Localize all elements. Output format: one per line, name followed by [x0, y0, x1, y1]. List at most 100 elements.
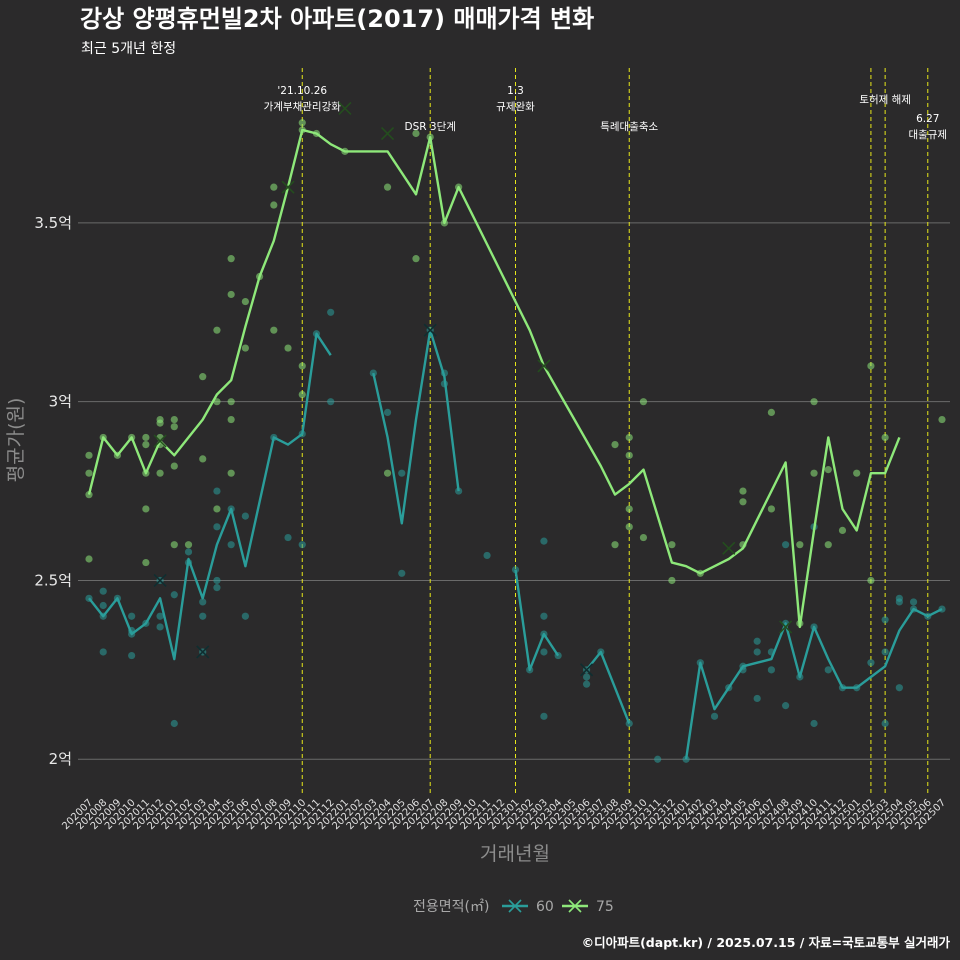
transaction-point: [199, 455, 207, 463]
cross-marker: [380, 126, 395, 141]
cross-marker: [153, 573, 167, 588]
average-lines: [88, 130, 943, 760]
cross-marker: [580, 663, 594, 677]
transaction-point: [611, 541, 619, 549]
transaction-point: [199, 373, 207, 381]
grid-lines: [78, 222, 950, 760]
transaction-point: [213, 584, 221, 592]
transaction-point: [810, 469, 818, 477]
cross-marker: [153, 434, 167, 448]
legend-title: 전용면적(㎡): [413, 899, 489, 915]
transaction-point: [753, 637, 761, 645]
series-line-60: [88, 329, 943, 760]
transaction-point: [128, 651, 136, 660]
transaction-point: [412, 129, 420, 138]
cross-markers: [153, 101, 793, 677]
transaction-point: [753, 694, 761, 703]
transaction-point: [156, 419, 164, 427]
x-axis-ticks: 2020072020082020092020102020112020122021…: [60, 797, 948, 832]
transaction-point: [298, 119, 306, 127]
transaction-point: [298, 390, 306, 399]
transaction-point: [170, 719, 178, 728]
transaction-point: [867, 576, 875, 585]
transaction-point: [85, 451, 93, 459]
transaction-point: [625, 451, 633, 459]
y-tick-label: 3억: [49, 393, 72, 411]
transaction-point: [227, 290, 235, 299]
transaction-point: [824, 666, 832, 674]
event-label: 1.3: [507, 85, 524, 97]
transaction-point: [142, 433, 150, 442]
transaction-point: [298, 541, 306, 549]
legend-label: 75: [596, 899, 614, 915]
transaction-point: [298, 126, 306, 134]
cross-marker: [338, 101, 352, 116]
cross-marker: [779, 620, 793, 634]
transaction-point: [881, 616, 889, 624]
transaction-point: [668, 576, 676, 585]
transaction-point: [142, 440, 150, 449]
transaction-point: [540, 648, 548, 656]
chart-subtitle: 최근 5개년 한정: [81, 41, 176, 57]
transaction-point: [213, 326, 221, 334]
source-caption: ©디아파트(dapt.kr) / 2025.07.15 / 자료=국토교통부 실…: [582, 935, 951, 950]
transaction-point: [241, 297, 249, 306]
transaction-point: [938, 415, 946, 424]
transaction-point: [227, 415, 235, 424]
transaction-point: [654, 755, 662, 763]
transaction-point: [682, 755, 690, 763]
transaction-point: [611, 440, 619, 449]
transaction-point: [341, 147, 349, 155]
transaction-point: [625, 433, 633, 442]
cross-marker: [423, 323, 437, 337]
transaction-point: [199, 612, 207, 620]
transaction-point: [184, 548, 193, 556]
transaction-point: [824, 541, 832, 549]
transaction-point: [582, 680, 591, 688]
event-label: 토허제 해제: [859, 93, 911, 106]
transaction-point: [85, 555, 93, 563]
transaction-point: [85, 469, 93, 477]
transaction-point: [213, 505, 221, 513]
cross-marker: [537, 359, 551, 373]
legend-swatch-cross: [568, 899, 582, 913]
transaction-point: [170, 462, 178, 470]
transaction-point: [710, 712, 719, 720]
event-label: '21.10.26: [277, 85, 327, 97]
transaction-point: [881, 648, 889, 656]
transaction-point: [455, 183, 463, 191]
transaction-point: [241, 344, 249, 352]
transaction-point: [270, 201, 278, 209]
transaction-point: [142, 558, 150, 567]
transaction-point: [213, 523, 221, 531]
transaction-point: [782, 541, 790, 549]
transaction-point: [838, 526, 847, 535]
legend-swatch-cross: [508, 899, 522, 913]
transaction-point: [383, 469, 392, 477]
transaction-point: [99, 587, 107, 595]
transaction-point: [128, 433, 136, 442]
transaction-point: [270, 326, 278, 334]
transaction-point: [412, 255, 420, 263]
transaction-point: [85, 491, 93, 499]
transaction-point: [227, 255, 235, 263]
transaction-point: [199, 598, 207, 606]
transaction-point: [128, 612, 136, 620]
transaction-point: [625, 523, 633, 531]
transaction-point: [796, 541, 804, 549]
transaction-point: [270, 183, 278, 191]
transaction-point: [170, 541, 178, 549]
transaction-point: [483, 551, 491, 560]
y-tick-label: 2.5억: [34, 571, 72, 589]
transaction-point: [227, 541, 235, 549]
transaction-point: [184, 541, 193, 549]
transaction-point: [909, 598, 918, 606]
y-axis-ticks: 2억 2.5억 3억 3.5억: [34, 214, 72, 768]
event-label: 가계부채관리강화: [264, 101, 342, 113]
transaction-point: [284, 344, 292, 352]
transaction-point: [639, 533, 648, 542]
transaction-point: [213, 487, 221, 495]
transaction-point: [170, 423, 178, 431]
